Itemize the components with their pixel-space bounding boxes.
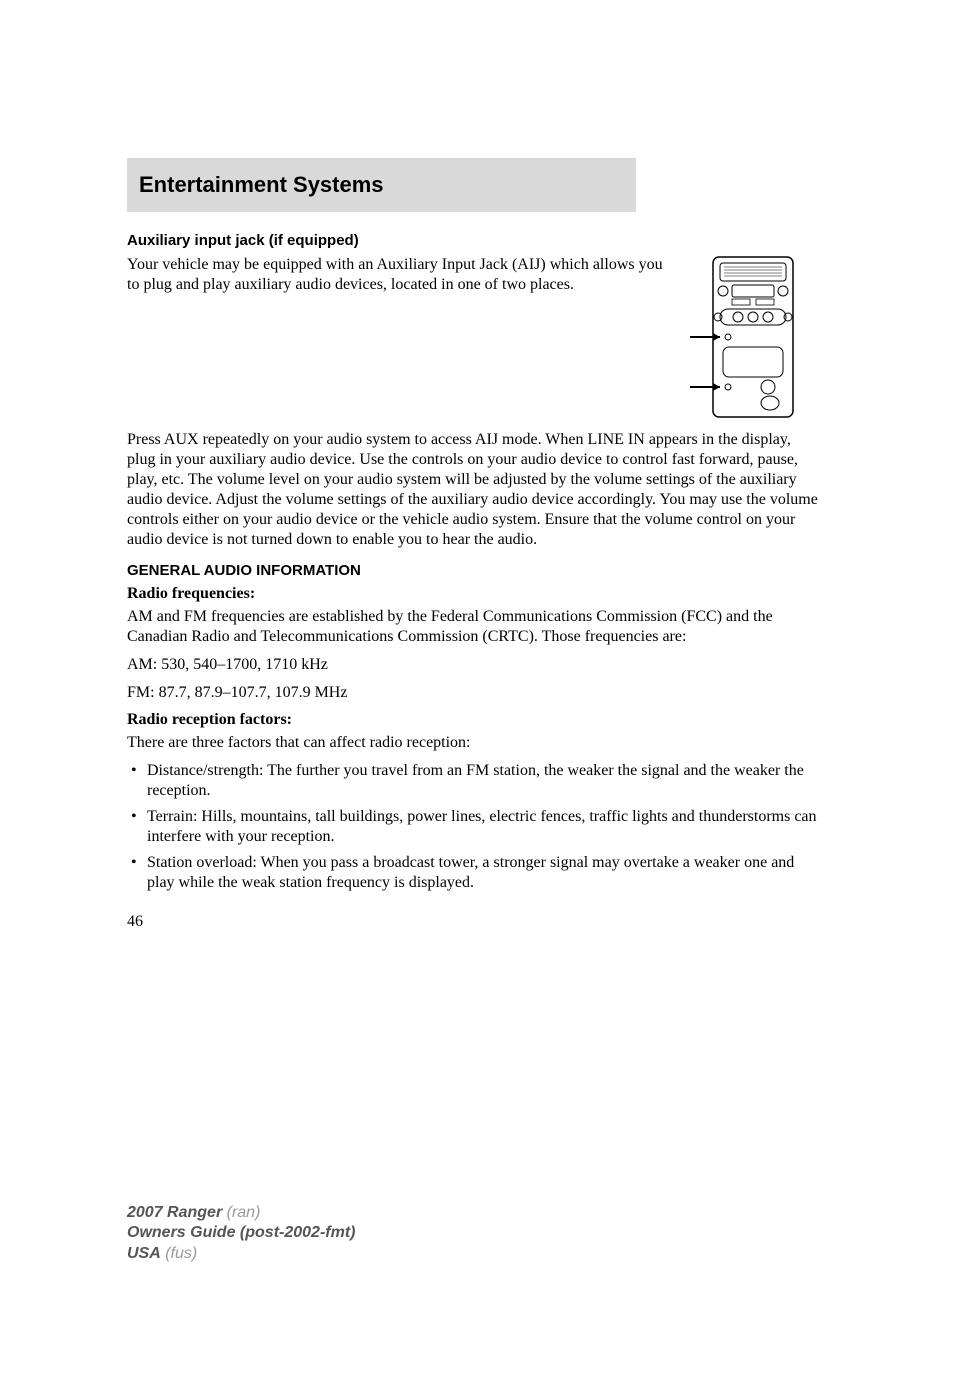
- aux-heading: Auxiliary input jack (if equipped): [127, 232, 818, 249]
- list-item: Station overload: When you pass a broadc…: [127, 853, 818, 893]
- radio-freq-heading: Radio frequencies:: [127, 585, 818, 603]
- reception-heading: Radio reception factors:: [127, 711, 818, 729]
- footer-line-1: 2007 Ranger (ran): [127, 1203, 355, 1224]
- fm-freq-line: FM: 87.7, 87.9–107.7, 107.9 MHz: [127, 683, 818, 703]
- am-freq-line: AM: 530, 540–1700, 1710 kHz: [127, 655, 818, 675]
- footer-model: 2007 Ranger: [127, 1204, 222, 1221]
- aux-intro-row: Your vehicle may be equipped with an Aux…: [127, 255, 818, 430]
- footer-line-2: Owners Guide (post-2002-fmt): [127, 1223, 355, 1244]
- general-heading: GENERAL AUDIO INFORMATION: [127, 562, 818, 579]
- footer-code-3: (fus): [161, 1245, 197, 1262]
- aux-intro-text: Your vehicle may be equipped with an Aux…: [127, 255, 668, 430]
- reception-factors-list: Distance/strength: The further you trave…: [127, 761, 818, 893]
- section-title: Entertainment Systems: [139, 172, 636, 198]
- footer-region: USA: [127, 1245, 161, 1262]
- page-content: Auxiliary input jack (if equipped) Your …: [127, 232, 818, 931]
- footer-code-1: (ran): [222, 1204, 260, 1221]
- aux-intro-paragraph: Your vehicle may be equipped with an Aux…: [127, 255, 668, 295]
- list-item: Distance/strength: The further you trave…: [127, 761, 818, 801]
- reception-intro: There are three factors that can affect …: [127, 733, 818, 753]
- radio-freq-body: AM and FM frequencies are established by…: [127, 607, 818, 647]
- page-footer: 2007 Ranger (ran) Owners Guide (post-200…: [127, 1203, 355, 1265]
- footer-line-3: USA (fus): [127, 1244, 355, 1265]
- list-item: Terrain: Hills, mountains, tall building…: [127, 807, 818, 847]
- console-diagram: [688, 255, 818, 430]
- footer-guide: Owners Guide (post-2002-fmt): [127, 1224, 355, 1241]
- section-banner: Entertainment Systems: [127, 158, 636, 212]
- page-number: 46: [127, 913, 818, 931]
- aux-body-paragraph: Press AUX repeatedly on your audio syste…: [127, 430, 818, 550]
